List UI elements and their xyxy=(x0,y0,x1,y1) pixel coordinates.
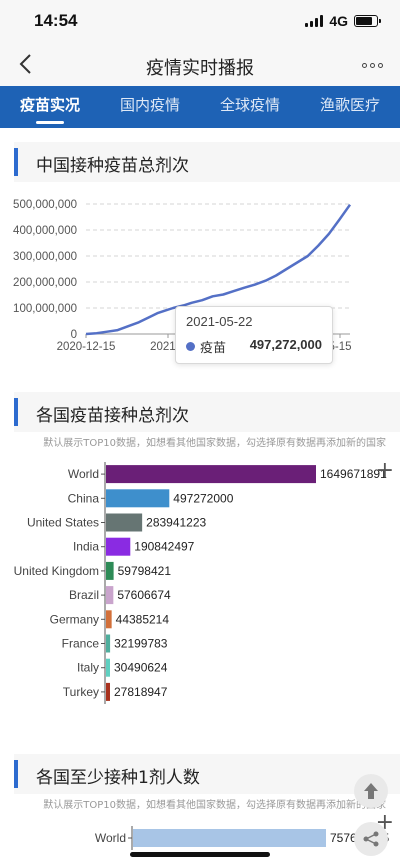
line-chart-container: 500,000,000 400,000,000 300,000,000 200,000… xyxy=(0,182,400,368)
tooltip-value: 497,272,000 xyxy=(249,337,322,352)
tooltip-date: 2021-05-22 xyxy=(186,314,253,329)
bar xyxy=(106,658,110,677)
spacer xyxy=(0,714,400,754)
scroll-top-button[interactable] xyxy=(354,774,388,808)
bar xyxy=(106,586,114,605)
section-title: 各国疫苗接种总剂次 xyxy=(36,406,189,426)
category-label: World xyxy=(68,467,99,481)
section-accent xyxy=(14,398,18,426)
chart-tooltip: 2021-05-22 疫苗 497,272,000 xyxy=(175,306,333,364)
network-label: 4G xyxy=(329,13,348,29)
more-dot-icon xyxy=(369,62,375,68)
chevron-left-icon xyxy=(19,54,31,74)
home-indicator xyxy=(130,852,270,857)
bar xyxy=(106,513,143,532)
tab-vaccine[interactable]: 疫苗实况 xyxy=(0,86,100,128)
bar-value-label: 27818947 xyxy=(114,685,168,699)
status-indicators: 4G xyxy=(305,13,381,29)
category-label: China xyxy=(68,491,100,505)
category-label: Italy xyxy=(77,661,99,675)
bar-value-label: 283941223 xyxy=(146,516,206,530)
section-accent xyxy=(14,148,18,176)
more-dot-icon xyxy=(377,62,383,68)
bar-value-label: 1649671891 xyxy=(320,467,387,481)
status-time: 14:54 xyxy=(34,11,78,30)
bar-value-label: 32199783 xyxy=(114,637,168,651)
back-button[interactable] xyxy=(10,48,40,80)
x-tick-label: 5-15 xyxy=(328,341,351,353)
arrow-up-icon xyxy=(364,783,378,799)
tab-domestic[interactable]: 国内疫情 xyxy=(119,96,180,114)
bar xyxy=(133,829,326,847)
category-label: France xyxy=(62,637,100,651)
section-title: 各国至少接种1剂人数 xyxy=(36,768,200,788)
bar xyxy=(106,634,111,653)
bar-chart-container: World 1649671891 China 497272000 United Stat… xyxy=(0,456,400,714)
section-header-country-doses: 各国疫苗接种总剂次 xyxy=(14,392,400,432)
add-country-icon[interactable]: + xyxy=(375,458,394,483)
battery-icon xyxy=(354,15,381,27)
status-bar: 14:54 4G xyxy=(0,0,400,44)
nav-bar: 疫情实时播报 xyxy=(0,44,400,86)
section-header-china-doses: 中国接种疫苗总剂次 xyxy=(14,142,400,182)
more-button[interactable] xyxy=(358,52,386,78)
bar-value-label: 30490624 xyxy=(114,661,168,675)
bar xyxy=(106,537,131,556)
bar xyxy=(106,465,316,484)
y-tick-label: 500,000,000 xyxy=(13,199,77,211)
spacer xyxy=(0,368,400,392)
chart-note: 默认展示TOP10数据，如想看其他国家数据，勾选择原有数据再添加新的国家 xyxy=(43,438,386,449)
tooltip-series-name: 疫苗 xyxy=(200,341,227,356)
y-tick-label: 400,000,000 xyxy=(13,225,77,237)
category-label: Brazil xyxy=(69,588,99,602)
category-label: Germany xyxy=(50,612,99,626)
bar-value-label: 59798421 xyxy=(118,564,172,578)
bar xyxy=(106,489,170,508)
y-tick-label: 300,000,000 xyxy=(13,251,77,263)
signal-icon xyxy=(305,15,324,27)
bar-value-label: 44385214 xyxy=(116,612,170,626)
page-title: 疫情实时播报 xyxy=(146,58,254,79)
tab-medical[interactable]: 渔歌医疗 xyxy=(319,96,380,114)
bar xyxy=(106,610,112,629)
x-tick-label: 2020-12-15 xyxy=(57,341,116,353)
more-dot-icon xyxy=(361,62,367,68)
bar xyxy=(106,561,114,580)
category-label: United States xyxy=(27,516,99,530)
tab-bar: 疫苗实况 国内疫情 全球疫情 渔歌医疗 xyxy=(0,86,400,128)
share-icon xyxy=(363,831,379,847)
y-tick-label: 0 xyxy=(71,329,77,341)
bar-value-label: 57606674 xyxy=(117,588,171,602)
y-tick-label: 100,000,000 xyxy=(13,303,77,315)
tooltip-series-dot xyxy=(186,342,195,351)
tab-global[interactable]: 全球疫情 xyxy=(219,96,280,114)
category-label: United Kingdom xyxy=(14,564,99,578)
category-label: India xyxy=(73,540,99,554)
category-label: World xyxy=(95,831,126,845)
bar xyxy=(106,682,110,701)
chart-note: 默认展示TOP10数据，如想看其他国家数据，勾选择原有数据再添加新的国家 xyxy=(43,800,386,811)
category-label: Turkey xyxy=(63,685,99,699)
y-tick-label: 200,000,000 xyxy=(13,277,77,289)
bar-value-label: 497272000 xyxy=(173,491,233,505)
section-title: 中国接种疫苗总剂次 xyxy=(36,156,189,176)
bar-chart[interactable]: World 1649671891 China 497272000 United Stat… xyxy=(0,456,400,714)
series-line xyxy=(85,203,352,336)
section-accent xyxy=(14,760,18,788)
bar-value-label: 190842497 xyxy=(134,540,194,554)
share-button[interactable] xyxy=(354,822,388,856)
spacer xyxy=(0,128,400,142)
section-header-first-dose: 各国至少接种1剂人数 xyxy=(14,754,400,794)
